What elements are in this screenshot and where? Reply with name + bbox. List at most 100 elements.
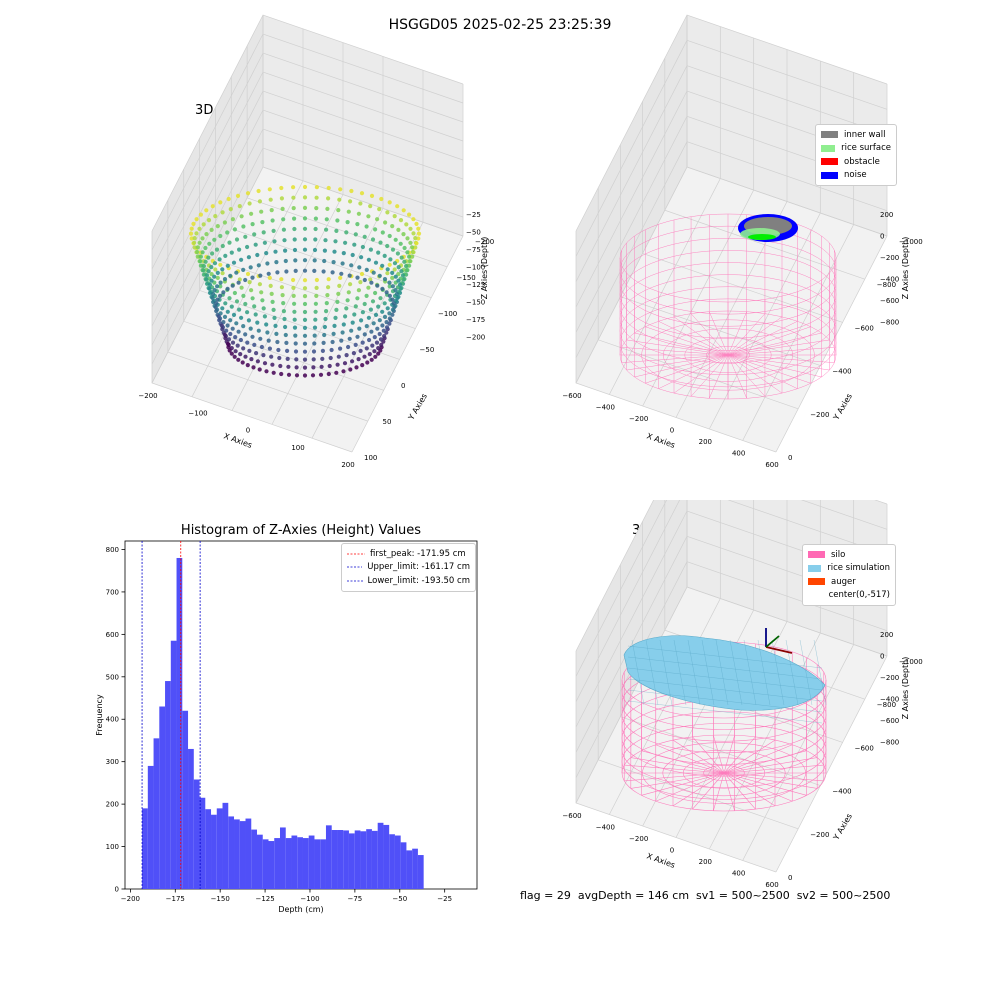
x-axis-tick: 200 bbox=[341, 461, 354, 469]
legend-obstacle: obstacle bbox=[821, 155, 891, 169]
y-axis-tick: 0 bbox=[788, 874, 792, 882]
x-tick-label: −100 bbox=[300, 895, 319, 903]
z-axis-tick: −600 bbox=[880, 297, 899, 305]
rice-mesh bbox=[627, 639, 827, 724]
histogram-bar bbox=[383, 824, 390, 889]
histogram-bar bbox=[308, 835, 315, 889]
x-axis-tick: 200 bbox=[699, 438, 712, 446]
z-axis-tick: −800 bbox=[880, 319, 899, 327]
x-tick-label: −25 bbox=[437, 895, 452, 903]
y-axis-tick: −600 bbox=[855, 324, 874, 332]
auger-marker bbox=[765, 628, 793, 654]
y-axis-label: Frequency bbox=[95, 694, 104, 736]
y-tick-label: 400 bbox=[106, 716, 119, 724]
z-axis-tick: −200 bbox=[880, 254, 899, 262]
z-axis-tick: −175 bbox=[466, 316, 485, 324]
classified-points bbox=[738, 214, 798, 242]
x-axis-tick: −200 bbox=[629, 835, 648, 843]
y-axis-tick: −400 bbox=[832, 788, 851, 796]
status-footer: flag = 29 avgDepth = 146 cm sv1 = 500~25… bbox=[520, 889, 891, 902]
histogram-bar bbox=[239, 821, 246, 889]
histogram-legend: first_peak: -171.95 cm Upper_limit: -161… bbox=[341, 543, 476, 592]
histogram-bar bbox=[216, 808, 223, 889]
histogram-bar bbox=[400, 842, 407, 889]
x-axis-tick: −400 bbox=[596, 404, 615, 412]
y-tick-label: 200 bbox=[106, 801, 119, 809]
histogram-bar bbox=[348, 833, 355, 889]
histogram-bar bbox=[394, 835, 401, 889]
figure-title: HSGGD05 2025-02-25 23:25:39 bbox=[388, 17, 612, 33]
rice-surface bbox=[623, 635, 827, 724]
x-axis-tick: 0 bbox=[670, 427, 674, 435]
x-tick-label: −75 bbox=[347, 895, 362, 903]
histogram-bar bbox=[354, 830, 361, 889]
y-axis-tick: −800 bbox=[877, 701, 896, 709]
y-axis-tick: −100 bbox=[438, 310, 457, 318]
x-axis-tick: 100 bbox=[291, 444, 304, 452]
histogram-bar bbox=[325, 825, 332, 889]
z-axis-tick: 200 bbox=[880, 631, 893, 639]
x-tick-label: −175 bbox=[166, 895, 185, 903]
rice-simulation-surface bbox=[623, 635, 826, 711]
y-tick-label: 100 bbox=[106, 843, 119, 851]
y-axis-tick: 100 bbox=[364, 454, 377, 462]
x-axis-tick: −200 bbox=[138, 392, 157, 400]
histogram-bar bbox=[193, 779, 200, 889]
y-axis-tick: −400 bbox=[832, 368, 851, 376]
histogram-bar bbox=[170, 640, 177, 889]
y-tick-label: 700 bbox=[106, 588, 119, 596]
histogram-bar bbox=[147, 765, 154, 889]
x-axis-tick: −600 bbox=[562, 812, 581, 820]
floor-pane bbox=[152, 167, 463, 452]
y-axis-tick: −200 bbox=[810, 831, 829, 839]
histogram-bar bbox=[257, 834, 263, 889]
y-axis-label: Y Axies bbox=[831, 392, 854, 422]
histogram-bar bbox=[262, 839, 269, 889]
histogram-bar bbox=[188, 748, 194, 889]
x-tick-label: −200 bbox=[121, 895, 140, 903]
z-axis-tick: 0 bbox=[880, 233, 884, 241]
histogram-bar bbox=[234, 819, 240, 889]
y-axis-label: Y Axies bbox=[406, 392, 429, 422]
legend-auger: auger bbox=[808, 575, 890, 589]
x-axis-tick: 400 bbox=[732, 870, 745, 878]
legend-noise: noise bbox=[821, 169, 891, 183]
legend-first-peak: first_peak: -171.95 cm bbox=[347, 548, 466, 559]
y-axis-tick: −1000 bbox=[899, 658, 923, 666]
legend-center: center(0,-517) bbox=[828, 590, 890, 601]
histogram-bar bbox=[360, 831, 367, 889]
histogram-bar bbox=[412, 848, 418, 889]
x-tick-label: −125 bbox=[255, 895, 274, 903]
z-axis-tick: 0 bbox=[880, 653, 884, 661]
z-axis-tick: −200 bbox=[880, 674, 899, 682]
classify-legend: inner wall rice surface obstacle noise bbox=[815, 124, 897, 186]
legend-rice-simulation: rice simulation bbox=[808, 562, 890, 576]
legend-silo: silo bbox=[808, 548, 890, 562]
z-axis-tick: −150 bbox=[466, 299, 485, 307]
z-axis-tick: −75 bbox=[466, 246, 481, 254]
y-tick-label: 800 bbox=[106, 546, 119, 554]
z-axis-tick: −50 bbox=[466, 229, 481, 237]
x-axis-tick: −600 bbox=[562, 392, 581, 400]
histogram-bar bbox=[406, 850, 413, 889]
histogram-bar bbox=[389, 834, 395, 889]
simulation-legend: silo rice simulation auger center(0,-517… bbox=[802, 544, 896, 606]
grid-lines bbox=[151, 14, 464, 453]
x-axis-tick: 400 bbox=[732, 450, 745, 458]
x-tick-label: −150 bbox=[211, 895, 230, 903]
histogram-bar bbox=[274, 838, 280, 889]
x-tick-label: −50 bbox=[392, 895, 407, 903]
histogram-bar bbox=[182, 710, 189, 889]
y-tick-label: 500 bbox=[106, 673, 119, 681]
y-axis-tick: −200 bbox=[475, 238, 494, 246]
x-axis-tick: 200 bbox=[699, 858, 712, 866]
y-axis-tick: 0 bbox=[401, 382, 405, 390]
histogram-bar bbox=[251, 829, 257, 889]
histogram-bar bbox=[176, 557, 183, 889]
raw-3d-scatter-plot: −200 −100 0 100 200 100 50 0 −50 −100 −150 −200 −25 −… bbox=[138, 14, 494, 469]
histogram-bar bbox=[165, 681, 171, 889]
histogram-bar bbox=[142, 808, 148, 889]
y-axis-tick: −150 bbox=[457, 274, 476, 282]
classify-3d-plot: −600−400−20002004006000−200−400−600−800−… bbox=[562, 14, 923, 469]
z-axis-tick: −200 bbox=[466, 334, 485, 342]
